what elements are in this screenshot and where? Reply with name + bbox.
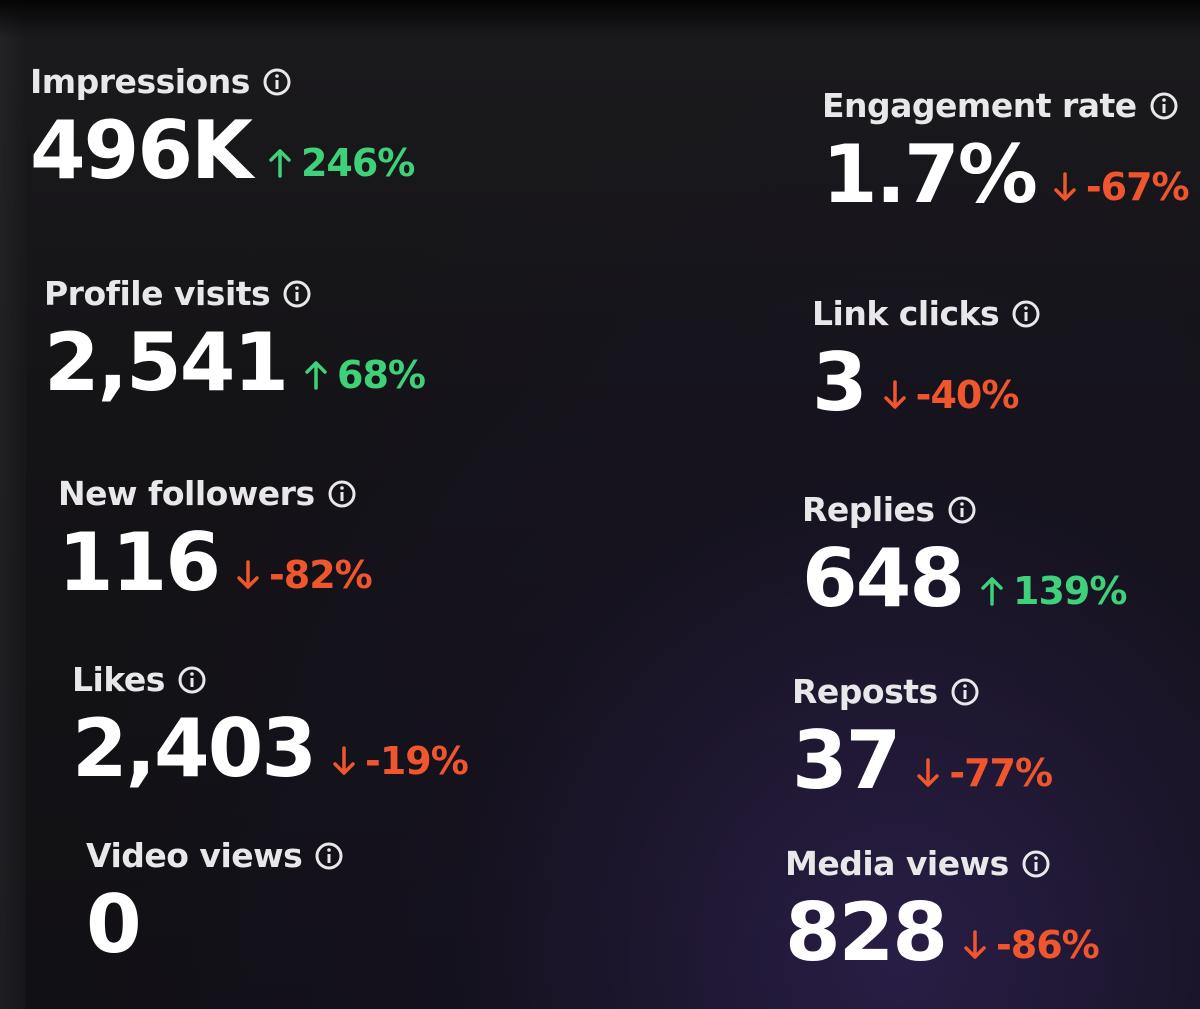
metric-change: -19% — [331, 739, 469, 783]
metric-reposts: Reposts 37 -77% — [792, 672, 1053, 807]
metric-value: 0 — [86, 878, 142, 971]
metric-value: 1.7% — [822, 128, 1038, 221]
metric-change: -82% — [235, 553, 373, 597]
info-icon[interactable] — [1149, 91, 1179, 121]
metric-change: -86% — [962, 923, 1100, 967]
info-icon[interactable] — [282, 279, 312, 309]
metric-value: 2,541 — [44, 316, 289, 409]
metric-change: -40% — [882, 373, 1019, 417]
info-icon[interactable] — [177, 665, 207, 695]
info-icon[interactable] — [950, 677, 980, 707]
metric-change-value: 68% — [337, 353, 426, 397]
metric-label: Engagement rate — [822, 86, 1137, 125]
metric-change-value: -82% — [269, 553, 373, 597]
metric-media-views: Media views 828 -86% — [785, 844, 1100, 979]
metric-change-value: -67% — [1085, 165, 1190, 209]
info-icon[interactable] — [314, 841, 344, 871]
metric-label: Reposts — [792, 672, 938, 711]
metric-engagement-rate: Engagement rate 1.7% -67% — [822, 86, 1190, 221]
metric-replies: Replies 648 139% — [802, 490, 1127, 625]
metric-label: Video views — [86, 836, 303, 875]
screen-bezel — [0, 0, 26, 1009]
metric-video-views: Video views 0 — [86, 836, 344, 965]
metric-value: 496K — [30, 104, 253, 197]
metric-change-value: -40% — [915, 373, 1020, 417]
metric-new-followers: New followers 116 -82% — [58, 474, 373, 609]
screen-top-shadow — [0, 0, 1200, 38]
info-icon[interactable] — [947, 495, 977, 525]
info-icon[interactable] — [1011, 299, 1041, 329]
metric-label: Link clicks — [812, 294, 1000, 333]
metric-label: Media views — [785, 844, 1009, 883]
arrow-down-icon — [1054, 172, 1076, 201]
arrow-up-icon — [269, 149, 291, 178]
metric-value: 37 — [792, 714, 901, 807]
info-icon[interactable] — [262, 67, 292, 97]
metric-label: Likes — [72, 660, 165, 699]
metric-value: 116 — [58, 516, 221, 609]
metric-change-value: 246% — [300, 141, 415, 185]
metric-label: Profile visits — [44, 274, 271, 313]
arrow-down-icon — [964, 930, 986, 959]
arrow-down-icon — [333, 746, 355, 775]
arrow-down-icon — [917, 758, 940, 787]
metric-change: -77% — [915, 751, 1053, 795]
metric-change-value: -86% — [996, 923, 1100, 967]
metric-value: 2,403 — [72, 702, 317, 795]
metric-label: Replies — [802, 490, 935, 529]
metric-change-value: -19% — [365, 739, 469, 783]
metric-change-value: 139% — [1013, 569, 1127, 613]
info-icon[interactable] — [327, 479, 357, 509]
info-icon[interactable] — [1021, 849, 1051, 879]
metric-likes: Likes 2,403 -19% — [72, 660, 469, 795]
metric-value: 3 — [812, 336, 868, 429]
arrow-up-icon — [981, 577, 1003, 606]
metric-value: 828 — [785, 886, 948, 979]
arrow-up-icon — [305, 361, 327, 390]
metric-change: -67% — [1052, 165, 1190, 209]
metric-change: 246% — [267, 141, 415, 185]
metric-label: Impressions — [30, 62, 250, 101]
metric-link-clicks: Link clicks 3 -40% — [812, 294, 1041, 423]
metric-profile-visits: Profile visits 2,541 68% — [44, 274, 426, 409]
metric-value: 648 — [802, 532, 965, 625]
metric-label: New followers — [58, 474, 315, 513]
metric-change: 68% — [303, 353, 426, 397]
metric-change-value: -77% — [949, 751, 1053, 795]
metric-impressions: Impressions 496K 246% — [30, 62, 415, 197]
arrow-down-icon — [883, 380, 906, 409]
arrow-down-icon — [237, 560, 259, 589]
metric-change: 139% — [979, 569, 1127, 613]
